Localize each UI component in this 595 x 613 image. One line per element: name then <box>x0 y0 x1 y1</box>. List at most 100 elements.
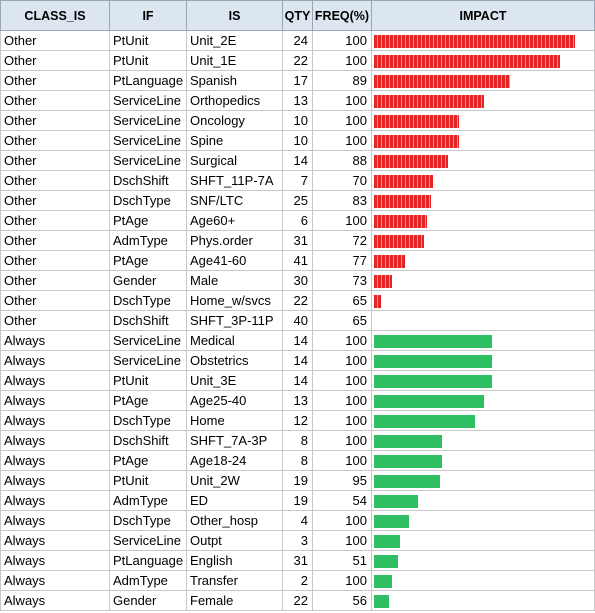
cell-freq[interactable]: 100 <box>312 50 372 71</box>
cell-impact[interactable] <box>371 450 595 471</box>
cell-qty[interactable]: 40 <box>282 310 313 331</box>
cell-if[interactable]: DschType <box>109 410 187 431</box>
cell-class-is[interactable]: Other <box>0 250 110 271</box>
cell-freq[interactable]: 89 <box>312 70 372 91</box>
cell-is[interactable]: Home <box>186 410 283 431</box>
cell-is[interactable]: Unit_2W <box>186 470 283 491</box>
cell-impact[interactable] <box>371 510 595 531</box>
cell-qty[interactable]: 3 <box>282 530 313 551</box>
cell-freq[interactable]: 77 <box>312 250 372 271</box>
cell-is[interactable]: Home_w/svcs <box>186 290 283 311</box>
cell-if[interactable]: ServiceLine <box>109 350 187 371</box>
cell-qty[interactable]: 17 <box>282 70 313 91</box>
cell-freq[interactable]: 51 <box>312 550 372 571</box>
cell-impact[interactable] <box>371 390 595 411</box>
cell-qty[interactable]: 31 <box>282 230 313 251</box>
cell-impact[interactable] <box>371 570 595 591</box>
header-is[interactable]: IS <box>186 0 283 31</box>
cell-class-is[interactable]: Always <box>0 330 110 351</box>
cell-qty[interactable]: 12 <box>282 410 313 431</box>
cell-if[interactable]: DschType <box>109 190 187 211</box>
cell-impact[interactable] <box>371 590 595 611</box>
cell-impact[interactable] <box>371 350 595 371</box>
cell-class-is[interactable]: Always <box>0 370 110 391</box>
cell-if[interactable]: DschShift <box>109 430 187 451</box>
cell-impact[interactable] <box>371 110 595 131</box>
cell-impact[interactable] <box>371 190 595 211</box>
cell-class-is[interactable]: Other <box>0 70 110 91</box>
cell-impact[interactable] <box>371 90 595 111</box>
cell-freq[interactable]: 70 <box>312 170 372 191</box>
cell-impact[interactable] <box>371 30 595 51</box>
cell-class-is[interactable]: Other <box>0 30 110 51</box>
cell-qty[interactable]: 7 <box>282 170 313 191</box>
cell-class-is[interactable]: Other <box>0 310 110 331</box>
cell-class-is[interactable]: Other <box>0 190 110 211</box>
cell-if[interactable]: DschType <box>109 510 187 531</box>
cell-freq[interactable]: 65 <box>312 290 372 311</box>
cell-is[interactable]: SHFT_11P-7A <box>186 170 283 191</box>
cell-impact[interactable] <box>371 170 595 191</box>
cell-class-is[interactable]: Always <box>0 510 110 531</box>
cell-if[interactable]: Gender <box>109 590 187 611</box>
cell-freq[interactable]: 100 <box>312 210 372 231</box>
cell-is[interactable]: Spanish <box>186 70 283 91</box>
cell-qty[interactable]: 22 <box>282 50 313 71</box>
cell-freq[interactable]: 100 <box>312 390 372 411</box>
cell-if[interactable]: PtUnit <box>109 30 187 51</box>
cell-qty[interactable]: 6 <box>282 210 313 231</box>
cell-freq[interactable]: 100 <box>312 110 372 131</box>
cell-class-is[interactable]: Other <box>0 290 110 311</box>
cell-is[interactable]: Orthopedics <box>186 90 283 111</box>
cell-class-is[interactable]: Other <box>0 90 110 111</box>
cell-is[interactable]: SNF/LTC <box>186 190 283 211</box>
cell-is[interactable]: Obstetrics <box>186 350 283 371</box>
cell-is[interactable]: Male <box>186 270 283 291</box>
cell-class-is[interactable]: Always <box>0 490 110 511</box>
cell-class-is[interactable]: Always <box>0 470 110 491</box>
cell-if[interactable]: PtAge <box>109 250 187 271</box>
cell-is[interactable]: Female <box>186 590 283 611</box>
cell-freq[interactable]: 100 <box>312 430 372 451</box>
cell-freq[interactable]: 100 <box>312 410 372 431</box>
cell-impact[interactable] <box>371 430 595 451</box>
cell-impact[interactable] <box>371 130 595 151</box>
cell-qty[interactable]: 13 <box>282 390 313 411</box>
cell-class-is[interactable]: Always <box>0 530 110 551</box>
header-qty[interactable]: QTY <box>282 0 313 31</box>
header-impact[interactable]: IMPACT <box>371 0 595 31</box>
cell-freq[interactable]: 100 <box>312 90 372 111</box>
cell-if[interactable]: PtAge <box>109 210 187 231</box>
cell-if[interactable]: ServiceLine <box>109 90 187 111</box>
cell-if[interactable]: DschShift <box>109 310 187 331</box>
cell-is[interactable]: Age18-24 <box>186 450 283 471</box>
cell-qty[interactable]: 2 <box>282 570 313 591</box>
cell-impact[interactable] <box>371 470 595 491</box>
cell-is[interactable]: Unit_2E <box>186 30 283 51</box>
cell-impact[interactable] <box>371 550 595 571</box>
cell-class-is[interactable]: Always <box>0 450 110 471</box>
cell-qty[interactable]: 24 <box>282 30 313 51</box>
cell-is[interactable]: Other_hosp <box>186 510 283 531</box>
cell-if[interactable]: AdmType <box>109 490 187 511</box>
cell-freq[interactable]: 100 <box>312 450 372 471</box>
cell-qty[interactable]: 13 <box>282 90 313 111</box>
cell-if[interactable]: Gender <box>109 270 187 291</box>
cell-qty[interactable]: 10 <box>282 110 313 131</box>
cell-class-is[interactable]: Always <box>0 570 110 591</box>
cell-freq[interactable]: 100 <box>312 530 372 551</box>
cell-qty[interactable]: 14 <box>282 330 313 351</box>
cell-is[interactable]: Age41-60 <box>186 250 283 271</box>
cell-qty[interactable]: 30 <box>282 270 313 291</box>
cell-class-is[interactable]: Always <box>0 410 110 431</box>
cell-qty[interactable]: 14 <box>282 370 313 391</box>
cell-qty[interactable]: 25 <box>282 190 313 211</box>
cell-if[interactable]: ServiceLine <box>109 130 187 151</box>
cell-if[interactable]: AdmType <box>109 570 187 591</box>
cell-freq[interactable]: 100 <box>312 350 372 371</box>
cell-qty[interactable]: 22 <box>282 290 313 311</box>
cell-freq[interactable]: 56 <box>312 590 372 611</box>
cell-qty[interactable]: 14 <box>282 350 313 371</box>
cell-qty[interactable]: 10 <box>282 130 313 151</box>
cell-is[interactable]: Outpt <box>186 530 283 551</box>
